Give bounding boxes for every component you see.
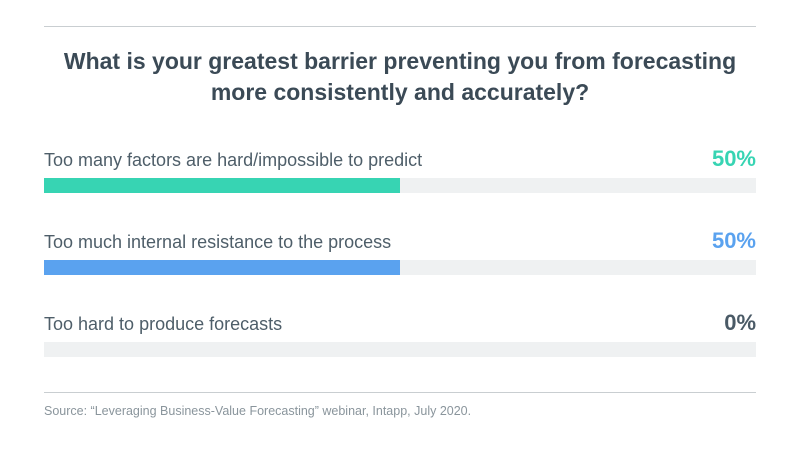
bottom-divider xyxy=(44,392,756,393)
bar-row: Too many factors are hard/impossible to … xyxy=(44,146,756,230)
bar-label: Too much internal resistance to the proc… xyxy=(44,232,392,252)
bar-row: Too hard to produce forecasts 0% xyxy=(44,310,756,394)
bar-chart: Too many factors are hard/impossible to … xyxy=(44,146,756,394)
bar-value-label: 50% xyxy=(711,146,756,171)
bar-label: Too hard to produce forecasts xyxy=(44,314,283,334)
bar-track xyxy=(44,260,756,275)
bar-label: Too many factors are hard/impossible to … xyxy=(44,150,423,170)
source-note: Source: “Leveraging Business-Value Forec… xyxy=(44,404,472,418)
bar-track xyxy=(44,342,756,357)
chart-title: What is your greatest barrier preventing… xyxy=(0,46,800,108)
chart-title-line-2: more consistently and accurately? xyxy=(210,79,590,105)
chart-title-line-1: What is your greatest barrier preventing… xyxy=(63,48,737,74)
top-divider xyxy=(44,26,756,27)
bar-track xyxy=(44,178,756,193)
bar-value-label: 0% xyxy=(724,310,756,335)
bar xyxy=(44,178,400,193)
bar xyxy=(44,260,400,275)
bar-value-label: 50% xyxy=(711,228,756,253)
bar-row: Too much internal resistance to the proc… xyxy=(44,228,756,312)
